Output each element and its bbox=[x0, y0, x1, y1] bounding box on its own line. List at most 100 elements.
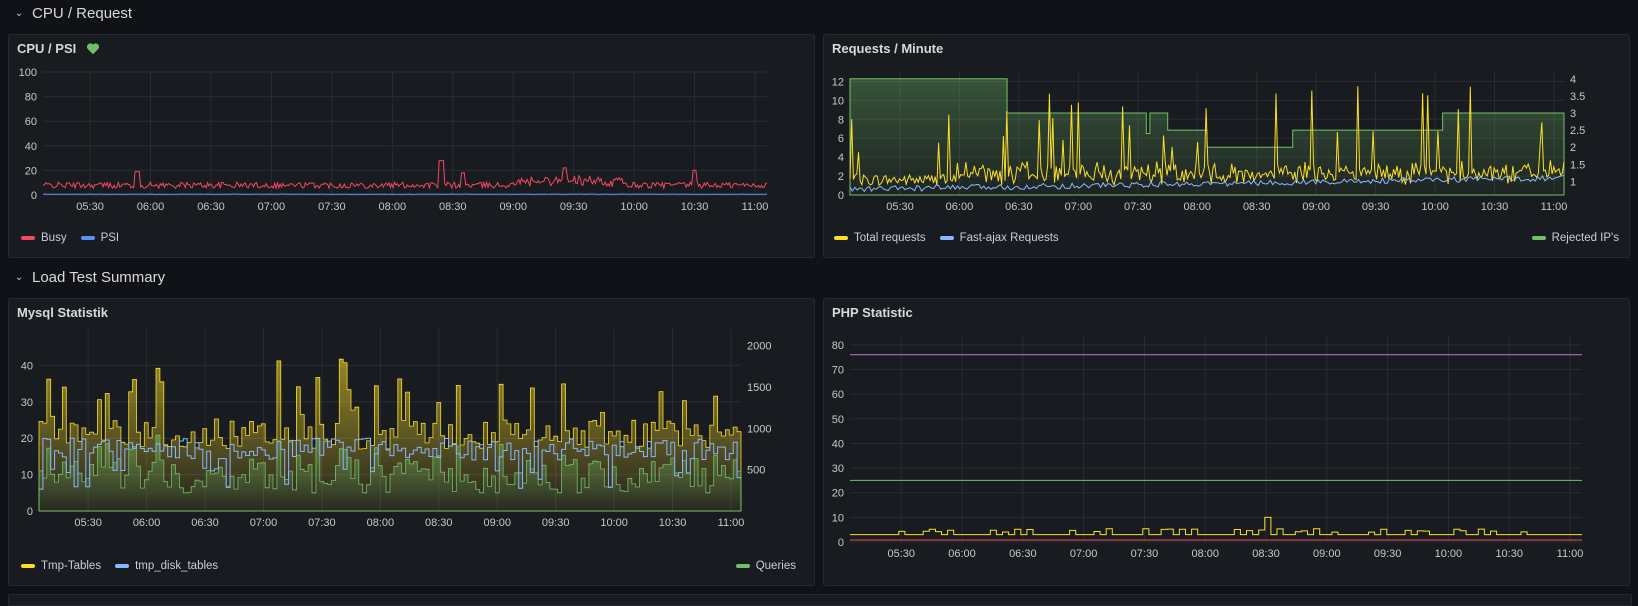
legend: Total requests Fast-ajax Requests bbox=[834, 232, 1059, 244]
x-tick-label: 09:00 bbox=[499, 201, 527, 213]
y2-tick-label: 1000 bbox=[747, 423, 771, 435]
y-tick-label: 10 bbox=[21, 470, 33, 482]
php-series-line bbox=[850, 517, 1582, 534]
y-tick-label: 4 bbox=[838, 152, 844, 164]
y-tick-label: 40 bbox=[21, 360, 33, 372]
chevron-down-icon[interactable]: ⌄ bbox=[12, 8, 26, 19]
y-tick-label: 0 bbox=[838, 190, 844, 202]
y-tick-label: 6 bbox=[838, 133, 844, 145]
y2-tick-label: 3 bbox=[1570, 108, 1576, 120]
y-tick-label: 0 bbox=[838, 537, 844, 549]
x-tick-label: 10:00 bbox=[1435, 548, 1463, 560]
y-tick-label: 10 bbox=[832, 512, 844, 524]
x-tick-label: 05:30 bbox=[74, 517, 102, 529]
x-tick-label: 07:30 bbox=[318, 201, 346, 213]
legend-item-tmp-disk-tables[interactable]: tmp_disk_tables bbox=[115, 560, 218, 572]
y2-tick-label: 500 bbox=[747, 465, 765, 477]
x-tick-label: 06:30 bbox=[1009, 548, 1037, 560]
legend-label: Total requests bbox=[854, 232, 926, 244]
legend-label: tmp_disk_tables bbox=[135, 560, 218, 572]
legend-label: Fast-ajax Requests bbox=[960, 232, 1059, 244]
x-tick-label: 10:30 bbox=[1481, 201, 1509, 213]
row-header-load-test[interactable]: ⌄ Load Test Summary bbox=[0, 264, 165, 290]
legend-item-tmp-tables[interactable]: Tmp-Tables bbox=[21, 560, 101, 572]
legend-item-rejected-ips[interactable]: Rejected IP's bbox=[1532, 232, 1619, 244]
x-tick-label: 06:30 bbox=[197, 201, 225, 213]
x-tick-label: 11:00 bbox=[718, 517, 745, 529]
y2-tick-label: 1500 bbox=[747, 382, 771, 394]
y-tick-label: 30 bbox=[832, 463, 844, 475]
y-tick-label: 8 bbox=[838, 114, 844, 126]
y-tick-label: 2 bbox=[838, 171, 844, 183]
row-header-cpu-request[interactable]: ⌄ CPU / Request bbox=[0, 0, 132, 26]
x-tick-label: 05:30 bbox=[887, 548, 915, 560]
x-tick-label: 05:30 bbox=[886, 201, 914, 213]
legend-label: Rejected IP's bbox=[1552, 232, 1619, 244]
x-tick-label: 06:00 bbox=[946, 201, 974, 213]
legend-item-psi[interactable]: PSI bbox=[81, 232, 120, 244]
x-tick-label: 10:30 bbox=[1495, 548, 1523, 560]
x-tick-label: 06:00 bbox=[137, 201, 165, 213]
x-tick-label: 08:30 bbox=[425, 517, 453, 529]
x-tick-label: 06:30 bbox=[1005, 201, 1033, 213]
y2-tick-label: 2.5 bbox=[1570, 125, 1585, 137]
row-title: CPU / Request bbox=[32, 5, 132, 22]
y-tick-label: 100 bbox=[19, 67, 37, 79]
x-tick-label: 09:00 bbox=[483, 517, 511, 529]
y-tick-label: 10 bbox=[832, 95, 844, 107]
row-title: Load Test Summary bbox=[32, 269, 165, 286]
x-tick-label: 10:00 bbox=[600, 517, 628, 529]
x-tick-label: 07:30 bbox=[1124, 201, 1152, 213]
y2-tick-label: 1 bbox=[1570, 176, 1576, 188]
y-tick-label: 60 bbox=[832, 389, 844, 401]
x-tick-label: 08:30 bbox=[1252, 548, 1280, 560]
y-tick-label: 0 bbox=[27, 506, 33, 518]
x-tick-label: 10:00 bbox=[1421, 201, 1449, 213]
legend-label: Busy bbox=[41, 232, 67, 244]
y-tick-label: 80 bbox=[832, 340, 844, 352]
x-tick-label: 08:30 bbox=[1243, 201, 1271, 213]
legend-item-busy[interactable]: Busy bbox=[21, 232, 67, 244]
legend-item-queries[interactable]: Queries bbox=[736, 560, 796, 572]
x-tick-label: 07:00 bbox=[258, 201, 286, 213]
x-tick-label: 11:00 bbox=[1557, 548, 1584, 560]
x-tick-label: 11:00 bbox=[1541, 201, 1568, 213]
y2-tick-label: 2000 bbox=[747, 341, 771, 353]
legend-item-total-requests[interactable]: Total requests bbox=[834, 232, 926, 244]
x-tick-label: 09:00 bbox=[1302, 201, 1330, 213]
y-tick-label: 40 bbox=[25, 141, 37, 153]
y2-tick-label: 3.5 bbox=[1570, 91, 1585, 103]
x-tick-label: 10:30 bbox=[659, 517, 687, 529]
x-tick-label: 09:30 bbox=[1374, 548, 1402, 560]
x-tick-label: 06:00 bbox=[133, 517, 161, 529]
x-tick-label: 08:00 bbox=[1183, 201, 1211, 213]
x-tick-label: 08:30 bbox=[439, 201, 467, 213]
x-tick-label: 07:30 bbox=[1131, 548, 1159, 560]
next-panel-edge bbox=[8, 594, 1632, 606]
legend-label: Tmp-Tables bbox=[41, 560, 101, 572]
legend: Tmp-Tables tmp_disk_tables bbox=[21, 560, 218, 572]
x-tick-label: 07:30 bbox=[308, 517, 336, 529]
chevron-down-icon[interactable]: ⌄ bbox=[12, 272, 26, 283]
x-tick-label: 09:30 bbox=[560, 201, 588, 213]
x-tick-label: 09:30 bbox=[1362, 201, 1390, 213]
y-tick-label: 20 bbox=[21, 433, 33, 445]
x-tick-label: 11:00 bbox=[742, 201, 769, 213]
y-tick-label: 70 bbox=[832, 365, 844, 377]
legend-item-fast-ajax[interactable]: Fast-ajax Requests bbox=[940, 232, 1059, 244]
y2-tick-label: 2 bbox=[1570, 142, 1576, 154]
legend-label: PSI bbox=[101, 232, 120, 244]
y2-tick-label: 1.5 bbox=[1570, 159, 1585, 171]
legend-label: Queries bbox=[756, 560, 796, 572]
y-tick-label: 60 bbox=[25, 116, 37, 128]
x-tick-label: 07:00 bbox=[250, 517, 278, 529]
